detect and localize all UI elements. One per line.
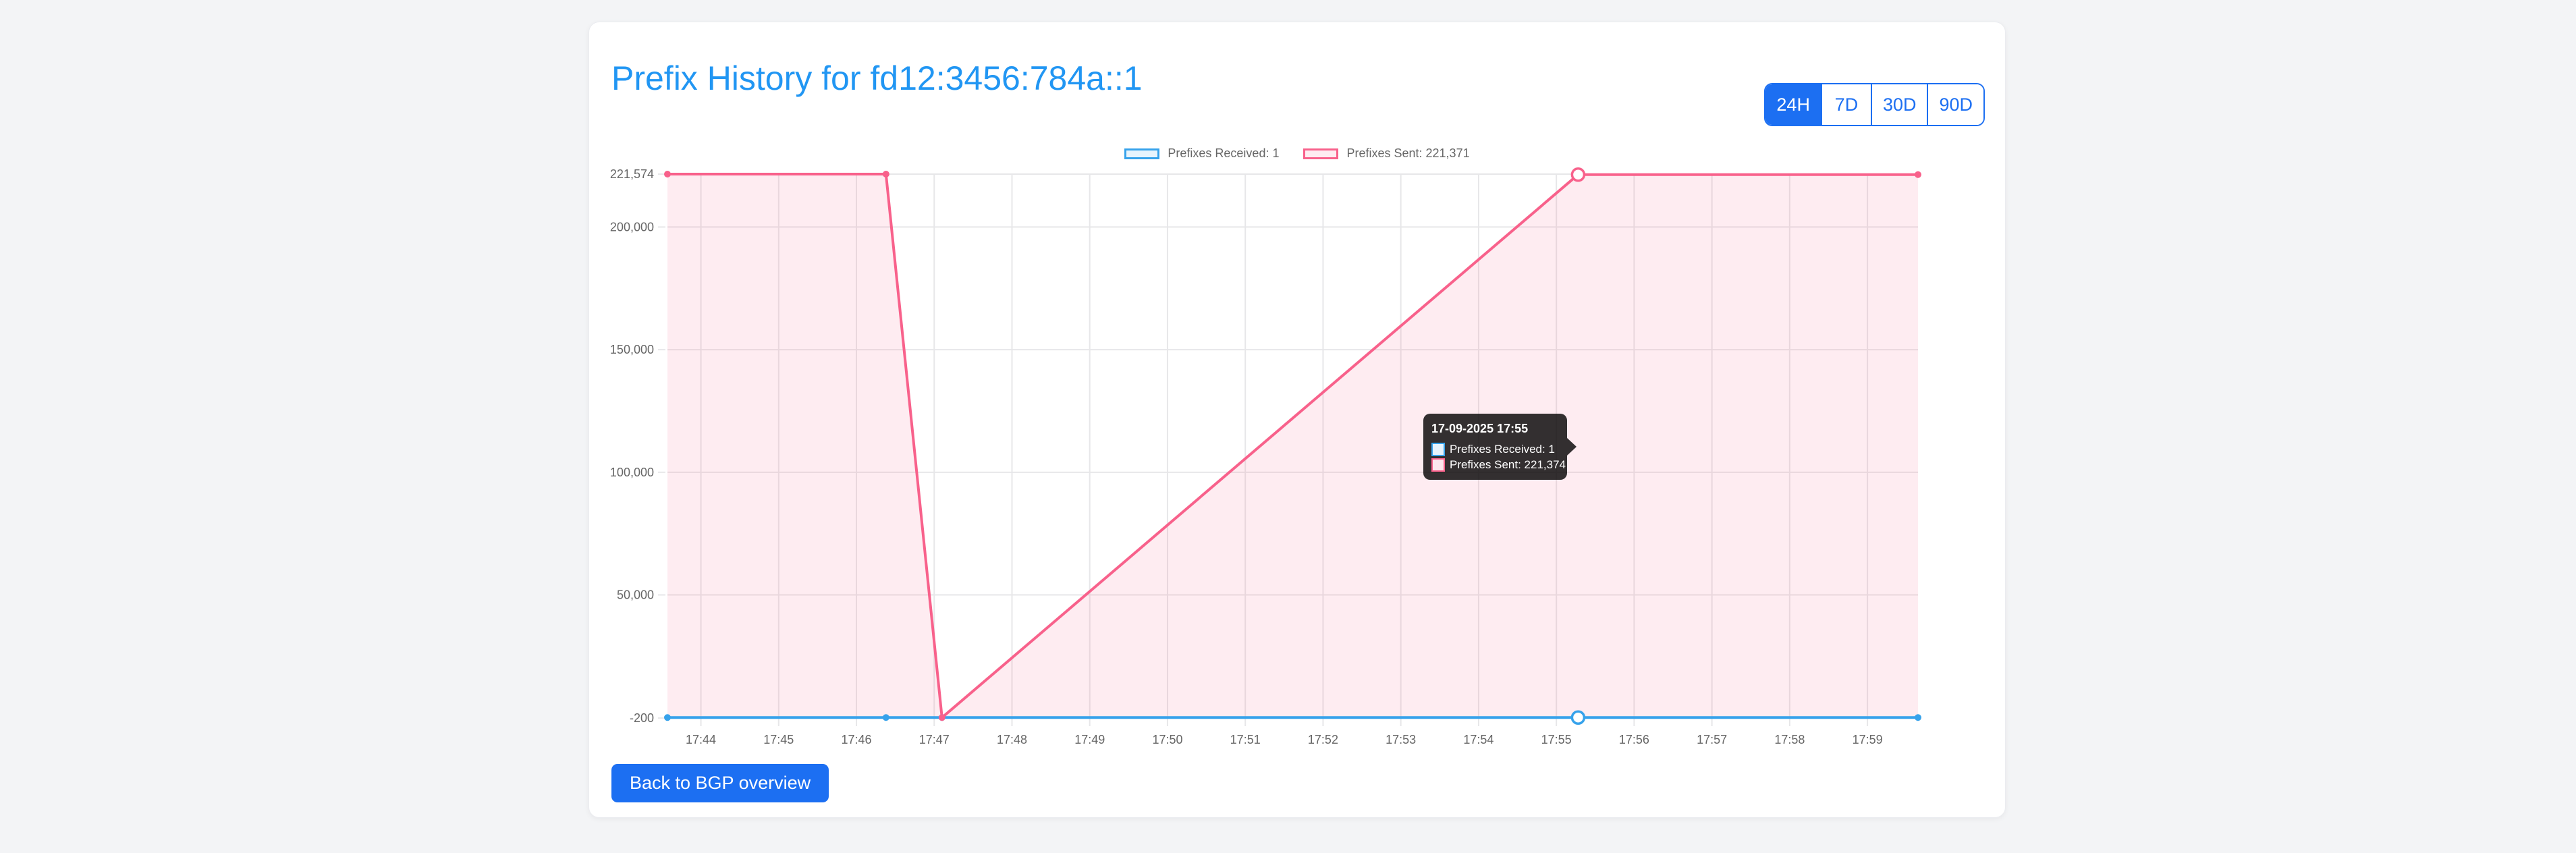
legend-swatch-sent bbox=[1303, 148, 1339, 159]
x-axis-label: 17:58 bbox=[1774, 733, 1805, 746]
y-axis-label: 150,000 bbox=[610, 343, 654, 356]
tooltip-row-received: Prefixes Received: 1 bbox=[1431, 443, 1559, 456]
x-axis-label: 17:56 bbox=[1619, 733, 1649, 746]
legend-label-received: Prefixes Received: 1 bbox=[1168, 146, 1280, 160]
time-range-button-90d[interactable]: 90D bbox=[1927, 84, 1983, 125]
data-point[interactable] bbox=[664, 714, 671, 721]
hovered-data-point[interactable] bbox=[1570, 167, 1586, 182]
tooltip-title: 17-09-2025 17:55 bbox=[1431, 422, 1529, 435]
chart-legend: Prefixes Received: 1 Prefixes Sent: 221,… bbox=[589, 146, 2005, 161]
x-axis-label: 17:47 bbox=[919, 733, 950, 746]
back-to-bgp-overview-button[interactable]: Back to BGP overview bbox=[611, 764, 829, 802]
x-axis-label: 17:53 bbox=[1386, 733, 1416, 746]
time-range-button-24h[interactable]: 24H bbox=[1765, 84, 1821, 125]
data-point[interactable] bbox=[1915, 171, 1921, 178]
data-point[interactable] bbox=[938, 714, 946, 721]
x-axis-label: 17:54 bbox=[1463, 733, 1493, 746]
chart-tooltip: 17-09-2025 17:55 Prefixes Received: 1 Pr… bbox=[1423, 414, 1577, 480]
tooltip-row-label-sent: Prefixes Sent: 221,374 bbox=[1450, 458, 1566, 471]
y-axis-label: -200 bbox=[630, 711, 654, 725]
x-axis-label: 17:55 bbox=[1541, 733, 1572, 746]
x-axis-label: 17:45 bbox=[763, 733, 794, 746]
y-axis-label: 221,574 bbox=[610, 167, 654, 181]
y-axis-label: 200,000 bbox=[610, 220, 654, 233]
time-range-button-group: 24H 7D 30D 90D bbox=[1764, 83, 1985, 126]
x-axis-label: 17:57 bbox=[1697, 733, 1727, 746]
chart-svg[interactable]: 221,574 200,000 150,000 100,000 50,000 -200 17… bbox=[589, 144, 2006, 758]
x-axis-label: 17:46 bbox=[842, 733, 872, 746]
legend-item-prefixes-received[interactable]: Prefixes Received: 1 bbox=[1124, 146, 1279, 161]
data-point[interactable] bbox=[882, 171, 889, 177]
legend-swatch-received bbox=[1124, 148, 1160, 159]
legend-label-sent: Prefixes Sent: 221,371 bbox=[1346, 146, 1470, 160]
page-title: Prefix History for fd12:3456:784a::1 bbox=[611, 59, 1143, 97]
tooltip-key-sent-icon bbox=[1431, 458, 1445, 472]
tooltip-row-label-received: Prefixes Received: 1 bbox=[1450, 443, 1555, 456]
time-range-button-7d[interactable]: 7D bbox=[1820, 84, 1871, 125]
tooltip-key-received-icon bbox=[1431, 443, 1445, 456]
x-axis-label: 17:52 bbox=[1308, 733, 1338, 746]
data-point[interactable] bbox=[664, 171, 671, 177]
time-range-button-30d[interactable]: 30D bbox=[1870, 84, 1927, 125]
y-axis-label: 100,000 bbox=[610, 466, 654, 479]
x-axis-label: 17:59 bbox=[1853, 733, 1883, 746]
tooltip-caret-icon bbox=[1567, 438, 1577, 456]
x-axis-label: 17:51 bbox=[1230, 733, 1261, 746]
tooltip-row-sent: Prefixes Sent: 221,374 bbox=[1431, 458, 1566, 472]
x-axis-label: 17:44 bbox=[686, 733, 716, 746]
data-point[interactable] bbox=[1915, 714, 1921, 721]
hovered-data-point[interactable] bbox=[1570, 710, 1586, 725]
series-area-prefixes-sent bbox=[667, 174, 1918, 718]
prefix-history-card: Prefix History for fd12:3456:784a::1 24H… bbox=[588, 22, 2006, 818]
y-axis-label: 50,000 bbox=[617, 588, 654, 602]
legend-item-prefixes-sent[interactable]: Prefixes Sent: 221,371 bbox=[1303, 146, 1470, 161]
x-axis-label: 17:48 bbox=[997, 733, 1027, 746]
x-axis-label: 17:49 bbox=[1074, 733, 1105, 746]
x-axis-label: 17:50 bbox=[1152, 733, 1182, 746]
data-point[interactable] bbox=[882, 714, 889, 721]
